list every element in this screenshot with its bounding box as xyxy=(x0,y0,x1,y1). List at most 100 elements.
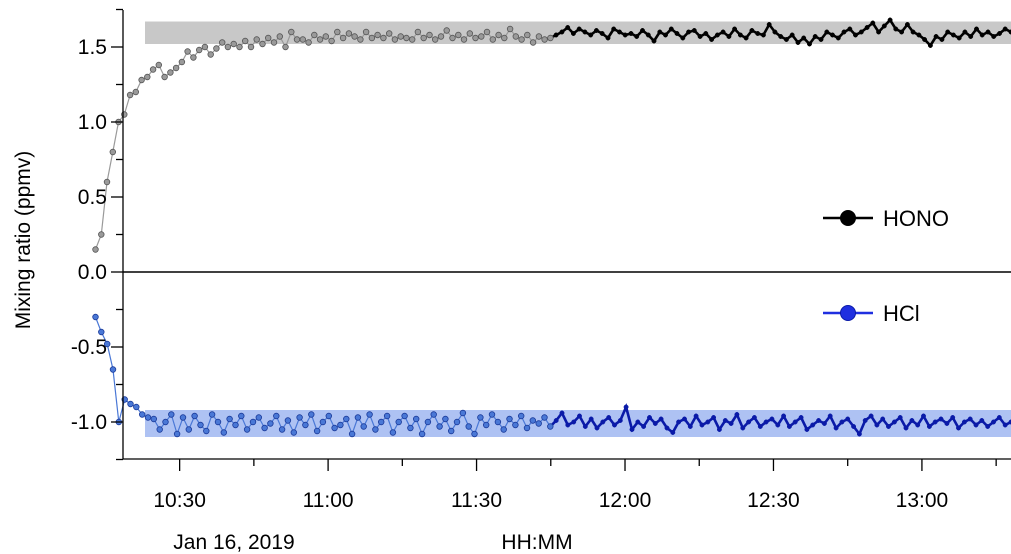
x-tick-label: 13:00 xyxy=(896,489,949,512)
hono-point xyxy=(783,37,789,42)
hcl-point xyxy=(612,422,617,428)
hono-point xyxy=(899,29,905,35)
hono-point xyxy=(893,26,899,32)
hcl-point xyxy=(699,422,705,428)
hono-point xyxy=(582,29,588,35)
hono-point xyxy=(478,33,485,40)
hcl-point xyxy=(453,418,461,426)
legend: HONO HCl xyxy=(823,206,949,326)
hcl-point xyxy=(973,422,979,428)
hcl-point xyxy=(488,411,496,418)
hono-point xyxy=(357,36,364,43)
hono-point xyxy=(288,28,295,36)
hono-point xyxy=(351,33,358,40)
hono-point xyxy=(922,37,928,42)
hono-point xyxy=(847,26,853,32)
hcl-point xyxy=(337,421,344,429)
hono-point xyxy=(241,37,249,45)
hcl-point xyxy=(191,412,198,420)
hcl-point xyxy=(827,413,833,419)
hono-point xyxy=(1002,26,1008,32)
hono-point xyxy=(449,34,456,42)
hono-point xyxy=(201,43,209,51)
hcl-point xyxy=(821,421,827,426)
hono-point xyxy=(858,29,864,35)
y-ticks: 1.5 1.0 0.5 0.0 -0.5 -1.0 xyxy=(71,8,123,461)
hcl-point xyxy=(979,418,985,423)
hono-point xyxy=(230,40,237,48)
hcl-point xyxy=(938,416,944,422)
hono-point xyxy=(121,111,128,118)
hcl-point xyxy=(705,419,711,425)
hono-point xyxy=(870,20,876,26)
hcl-point xyxy=(629,427,635,432)
x-ticks: 10:30 11:00 11:30 12:00 12:30 13:00 xyxy=(153,459,997,512)
hcl-point xyxy=(226,415,233,423)
hcl-point xyxy=(950,415,956,420)
hcl-point xyxy=(722,418,728,423)
hono-point xyxy=(460,36,468,43)
hcl-point xyxy=(430,411,437,418)
hono-point xyxy=(265,34,272,42)
hcl-point xyxy=(647,415,652,420)
hono-point xyxy=(927,43,933,48)
hono-point xyxy=(305,39,312,46)
hono-point xyxy=(207,51,214,58)
hono-point xyxy=(547,34,554,42)
hono-point xyxy=(864,25,870,30)
hono-point xyxy=(259,40,266,48)
hcl-point xyxy=(763,419,769,425)
hono-point xyxy=(962,29,968,35)
hcl-point xyxy=(413,415,420,423)
hcl-point xyxy=(220,429,227,436)
hcl-point xyxy=(786,424,792,429)
hcl-point xyxy=(991,419,996,425)
hcl-point xyxy=(418,430,426,438)
hcl-point xyxy=(897,415,903,420)
hono-point xyxy=(904,22,910,27)
hcl-point xyxy=(383,412,391,420)
hono-point xyxy=(437,33,445,40)
hono-point xyxy=(178,58,186,66)
hcl-point xyxy=(891,419,897,425)
hono-point xyxy=(247,43,255,51)
hcl-point xyxy=(1002,422,1008,428)
hcl-point xyxy=(290,429,297,436)
hono-point xyxy=(703,31,709,36)
hcl-point xyxy=(839,419,845,425)
hono-point xyxy=(916,32,922,38)
y-tick-label: 1.5 xyxy=(78,36,107,59)
hono-point xyxy=(945,29,951,35)
hcl-point xyxy=(238,412,245,420)
hono-point xyxy=(138,76,145,84)
hono-point xyxy=(985,29,991,35)
hono-point xyxy=(686,29,692,35)
x-axis-label: HH:MM xyxy=(501,531,572,554)
y-tick-label: 1.0 xyxy=(78,111,107,134)
x-tick-label: 10:30 xyxy=(153,489,206,512)
y-axis-label: Mixing ratio (ppmv) xyxy=(12,151,35,330)
hono-point xyxy=(570,31,576,36)
hono-point xyxy=(991,34,997,39)
hcl-point xyxy=(372,426,379,433)
hono-point xyxy=(403,34,410,42)
hcl-point xyxy=(810,422,816,428)
hono-point xyxy=(311,31,318,39)
hono-point xyxy=(426,31,433,39)
hono-point xyxy=(657,29,663,35)
hcl-point xyxy=(921,413,926,419)
hcl-point xyxy=(477,414,484,421)
hono-point xyxy=(720,29,726,35)
hcl-point xyxy=(547,423,554,430)
hono-point xyxy=(420,34,427,42)
hcl-point xyxy=(711,415,717,420)
hono-point xyxy=(559,29,565,35)
hono-point xyxy=(812,34,818,39)
hcl-point xyxy=(658,416,664,422)
hcl-point xyxy=(600,419,606,425)
hcl-point xyxy=(255,414,262,421)
y-tick-label: -1.0 xyxy=(71,411,107,434)
hono-point xyxy=(726,34,732,39)
hcl-point xyxy=(932,419,938,425)
hono-point xyxy=(824,29,830,35)
